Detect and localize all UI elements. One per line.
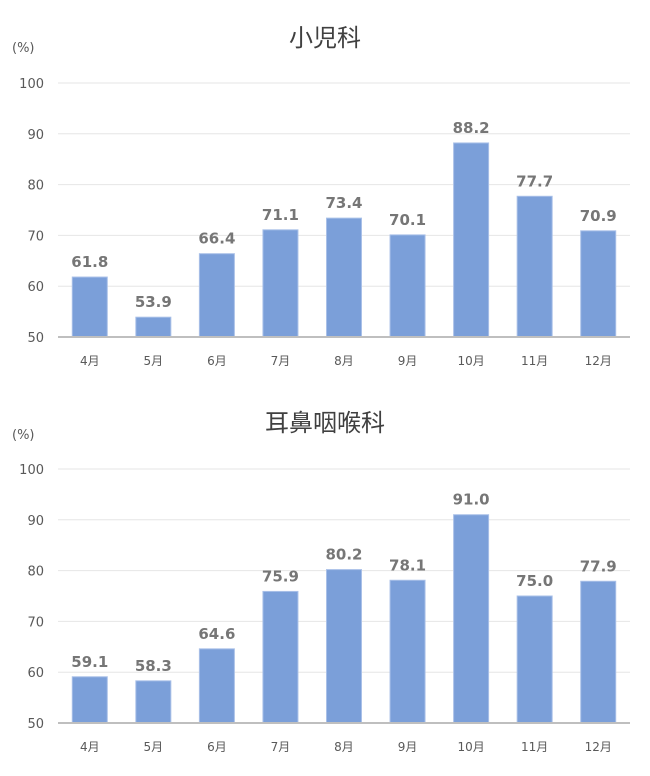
chart-title: 耳鼻咽喉科 (265, 409, 385, 437)
x-tick-label: 11月 (521, 354, 548, 368)
y-tick-label: 90 (27, 128, 44, 143)
data-label: 58.3 (135, 657, 172, 675)
data-label: 73.4 (325, 194, 362, 212)
y-tick-label: 70 (27, 615, 44, 630)
y-tick-label: 90 (27, 514, 44, 529)
bar (389, 579, 426, 724)
data-label: 91.0 (453, 491, 490, 509)
x-tick-label: 10月 (457, 740, 484, 754)
y-tick-label: 70 (27, 229, 44, 244)
data-label: 75.0 (516, 572, 553, 590)
bar (71, 676, 108, 724)
bar (516, 195, 553, 338)
bar (198, 648, 235, 724)
data-label: 80.2 (325, 546, 362, 564)
y-tick-label: 60 (27, 280, 44, 295)
x-tick-label: 4月 (80, 354, 100, 368)
bar (198, 253, 235, 338)
data-label: 77.9 (580, 557, 617, 575)
y-tick-label: 50 (27, 717, 44, 732)
y-tick-label: 80 (27, 565, 44, 580)
data-label: 70.9 (580, 207, 617, 225)
bar (326, 217, 362, 338)
data-label: 78.1 (389, 556, 426, 574)
bar (326, 569, 362, 724)
data-label: 64.6 (198, 625, 235, 643)
bar (135, 680, 172, 724)
x-tick-label: 9月 (398, 740, 418, 754)
bar (453, 142, 490, 338)
y-tick-label: 100 (19, 463, 44, 478)
bar (580, 230, 617, 338)
bar (262, 229, 299, 338)
x-tick-label: 12月 (585, 354, 612, 368)
data-label: 61.8 (71, 253, 108, 271)
bar (71, 276, 108, 338)
x-tick-label: 12月 (585, 740, 612, 754)
x-tick-label: 5月 (144, 354, 164, 368)
x-tick-label: 6月 (207, 740, 227, 754)
x-tick-label: 9月 (398, 354, 418, 368)
x-tick-label: 4月 (80, 740, 100, 754)
bar (580, 580, 617, 724)
data-label: 59.1 (71, 653, 108, 671)
y-tick-label: 50 (27, 331, 44, 346)
bar (135, 316, 172, 338)
x-tick-label: 8月 (334, 740, 354, 754)
bar (516, 595, 553, 724)
y-tick-label: 100 (19, 77, 44, 92)
chart-title: 小児科 (289, 24, 361, 52)
x-tick-label: 11月 (521, 740, 548, 754)
x-tick-label: 8月 (334, 354, 354, 368)
data-label: 75.9 (262, 567, 299, 585)
data-label: 70.1 (389, 211, 426, 229)
unit-label: (%) (12, 41, 35, 56)
bar (389, 234, 426, 338)
x-tick-label: 7月 (271, 354, 291, 368)
data-label: 66.4 (198, 230, 235, 248)
data-label: 77.7 (516, 172, 553, 190)
y-tick-label: 60 (27, 666, 44, 681)
data-label: 88.2 (453, 119, 490, 137)
x-tick-label: 10月 (457, 354, 484, 368)
data-label: 71.1 (262, 206, 299, 224)
x-tick-label: 7月 (271, 740, 291, 754)
bar (453, 514, 490, 724)
y-tick-label: 80 (27, 179, 44, 194)
x-tick-label: 6月 (207, 354, 227, 368)
bar (262, 590, 299, 724)
data-label: 53.9 (135, 293, 172, 311)
x-tick-label: 5月 (144, 740, 164, 754)
unit-label: (%) (12, 428, 35, 443)
